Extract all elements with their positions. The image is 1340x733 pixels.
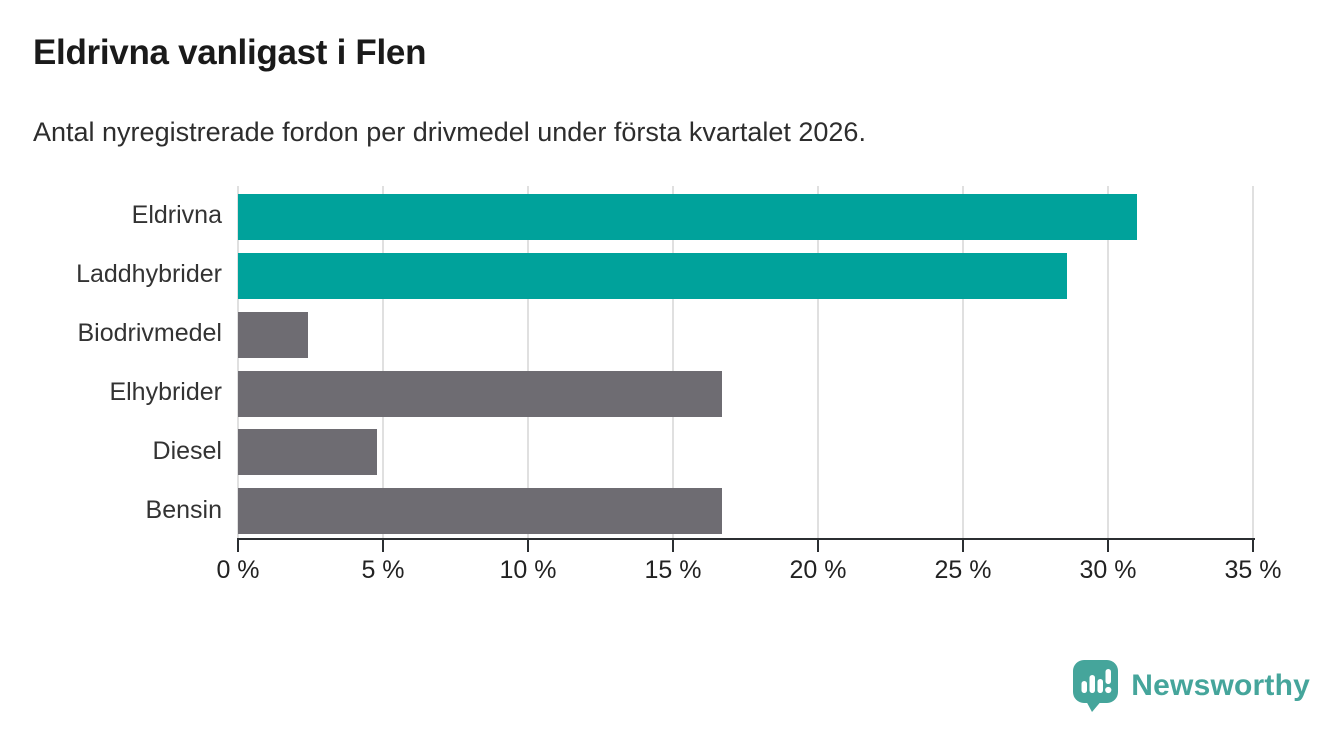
x-axis-tick-label: 30 % (1079, 556, 1137, 584)
category-label: Eldrivna (131, 201, 222, 230)
x-axis-tick-label: 10 % (499, 556, 557, 584)
category-label: Elhybrider (109, 377, 222, 406)
brand-footer: Newsworthy (1072, 659, 1310, 712)
category-label: Bensin (145, 495, 222, 524)
bar-laddhybrider (238, 252, 1068, 299)
x-axis-line (237, 538, 1255, 540)
chart-subtitle: Antal nyregistrerade fordon per drivmede… (33, 117, 866, 147)
brand-name: Newsworthy (1131, 668, 1310, 702)
x-axis-tick (817, 540, 819, 552)
gridline (382, 186, 384, 539)
gridline (817, 186, 819, 539)
bar-eldrivna (238, 194, 1137, 240)
x-axis-tick (962, 540, 964, 552)
gridline (237, 186, 239, 539)
gridline (527, 186, 529, 539)
x-axis-tick-label: 25 % (934, 556, 992, 584)
x-axis-tick (527, 540, 529, 552)
x-axis-tick (1107, 540, 1109, 552)
x-axis-tick-label: 35 % (1224, 556, 1282, 584)
gridline (1252, 186, 1254, 539)
gridline (1107, 186, 1109, 539)
x-axis-tick (382, 540, 384, 552)
bar-elhybrider (238, 370, 723, 417)
category-label: Biodrivmedel (77, 319, 222, 348)
newsworthy-logo-icon (1073, 660, 1119, 712)
gridline (672, 186, 674, 539)
bar-bensin (238, 488, 723, 535)
category-label: Diesel (152, 436, 222, 465)
bar-biodrivmedel (238, 311, 308, 358)
category-label: Laddhybrider (76, 260, 222, 289)
x-axis-tick-label: 15 % (644, 556, 702, 584)
x-axis-tick-label: 5 % (361, 556, 405, 584)
x-axis-tick-label: 0 % (216, 556, 260, 584)
x-axis-tick (1252, 540, 1254, 552)
chart-title: Eldrivna vanligast i Flen (33, 33, 427, 72)
bar-diesel (238, 429, 378, 476)
x-axis-tick (672, 540, 674, 552)
x-axis-tick-label: 20 % (789, 556, 847, 584)
x-axis-tick (237, 540, 239, 552)
gridline (962, 186, 964, 539)
